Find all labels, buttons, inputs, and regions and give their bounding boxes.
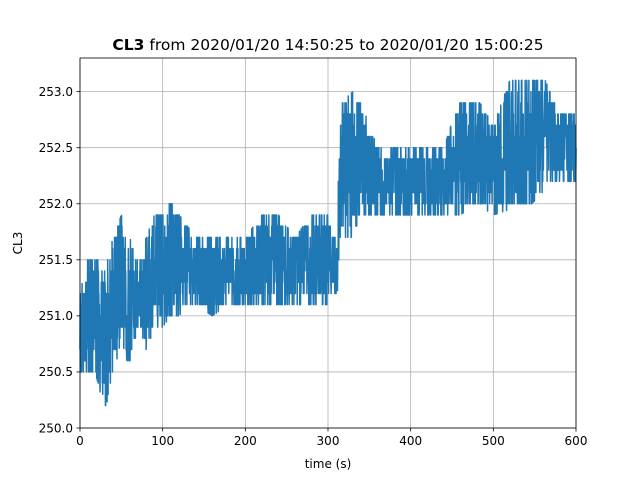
y-tick-label: 251.5	[39, 253, 73, 267]
x-tick-label: 300	[317, 434, 340, 448]
y-tick-label: 250.0	[39, 421, 73, 435]
x-tick-label: 200	[234, 434, 257, 448]
y-tick-label: 250.5	[39, 365, 73, 379]
tick-layer: 0 100 200 300 400 500 600 250.0 250.5 251.0 251.5 2…	[39, 85, 588, 448]
x-tick-label: 500	[482, 434, 505, 448]
chart-title-bold: CL3	[112, 36, 144, 54]
x-tick-label: 0	[76, 434, 84, 448]
x-tick-label: 100	[151, 434, 174, 448]
y-axis-label: CL3	[11, 232, 25, 255]
y-tick-label: 253.0	[39, 85, 73, 99]
chart-title-rest: from 2020/01/20 14:50:25 to 2020/01/20 1…	[144, 36, 543, 54]
x-axis-label: time (s)	[305, 457, 352, 471]
x-tick-label: 400	[399, 434, 422, 448]
x-tick-label: 600	[565, 434, 588, 448]
y-tick-label: 252.5	[39, 141, 73, 155]
y-tick-label: 251.0	[39, 309, 73, 323]
series-layer	[79, 79, 577, 407]
series-line	[79, 79, 577, 407]
chart-title: CL3 from 2020/01/20 14:50:25 to 2020/01/…	[112, 36, 543, 54]
y-tick-label: 252.0	[39, 197, 73, 211]
